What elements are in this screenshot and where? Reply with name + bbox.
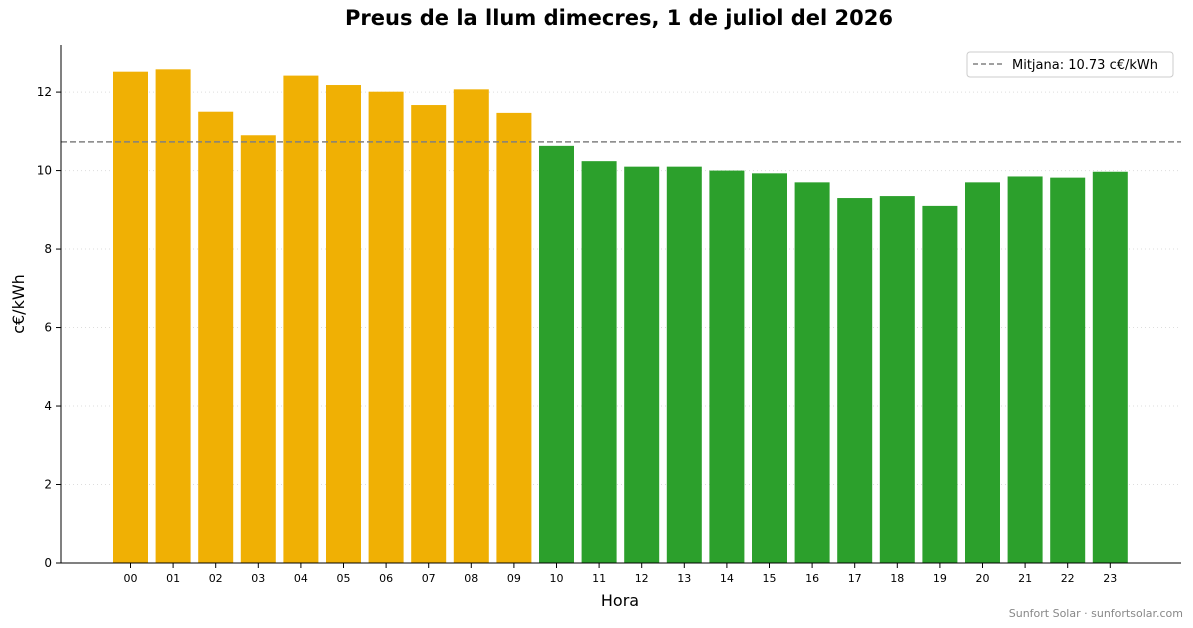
y-tick-label: 8: [44, 242, 52, 256]
x-tick-label: 02: [209, 572, 223, 585]
legend-box: [966, 51, 1174, 78]
x-tick-label: 03: [251, 572, 265, 585]
x-tick-label: 21: [1018, 572, 1032, 585]
bar-13: [666, 166, 702, 563]
x-tick-label: 20: [976, 572, 990, 585]
x-tick-label: 23: [1103, 572, 1117, 585]
x-tick-label: 08: [464, 572, 478, 585]
x-tick-label: 09: [507, 572, 521, 585]
x-tick-label: 19: [933, 572, 947, 585]
x-tick-label: 01: [166, 572, 180, 585]
y-tick-label: 0: [44, 556, 52, 570]
bar-06: [368, 91, 404, 563]
bar-10: [539, 145, 574, 563]
bar-04: [283, 75, 319, 563]
x-tick-label: 11: [592, 572, 606, 585]
bar-11: [581, 161, 617, 563]
x-tick-label: 06: [379, 572, 393, 585]
x-tick-label: 14: [720, 572, 734, 585]
bar-03: [240, 135, 276, 563]
bar-21: [1007, 176, 1043, 563]
legend-label: Mitjana: 10.73 c€/kWh: [1012, 58, 1158, 73]
y-tick-label: 12: [37, 85, 52, 99]
x-tick-label: 13: [677, 572, 691, 585]
x-ticks: 00 01 02 03 04 05 06 07 08 09 10 11 12 13 14 15 16 17 18 19…: [124, 563, 1117, 585]
y-tick-label: 4: [44, 399, 52, 413]
x-tick-label: 05: [337, 572, 351, 585]
x-tick-label: 15: [763, 572, 777, 585]
y-tick-label: 6: [44, 321, 52, 335]
bar-23: [1092, 171, 1128, 563]
y-axis-label: c€/kWh: [9, 274, 28, 334]
x-tick-label: 18: [890, 572, 904, 585]
y-ticks: 0 2 4 6 8 10 12: [37, 85, 61, 570]
x-axis-label: Hora: [601, 591, 639, 610]
bars: [113, 69, 1128, 564]
bar-07: [411, 105, 447, 564]
footer-credit: Sunfort Solar · sunfortsolar.com: [1008, 607, 1183, 620]
bar-16: [794, 182, 830, 563]
bar-20: [965, 182, 1000, 563]
y-tick-label: 10: [37, 164, 52, 178]
axes: [60, 45, 1181, 564]
x-tick-label: 04: [294, 572, 308, 585]
x-tick-label: 16: [805, 572, 819, 585]
bar-22: [1050, 177, 1086, 563]
bar-09: [496, 112, 532, 563]
bar-14: [709, 170, 745, 564]
bar-18: [879, 196, 915, 564]
x-tick-label: 22: [1061, 572, 1075, 585]
x-tick-label: 12: [635, 572, 649, 585]
chart-title: Preus de la llum dimecres, 1 de juliol d…: [345, 6, 893, 30]
x-tick-label: 00: [124, 572, 138, 585]
bar-19: [922, 205, 958, 564]
bar-01: [155, 69, 191, 564]
y-tick-label: 2: [44, 478, 52, 492]
x-tick-label: 17: [848, 572, 862, 585]
bar-02: [198, 111, 234, 563]
bar-08: [453, 89, 489, 564]
bar-15: [752, 173, 787, 563]
x-tick-label: 07: [422, 572, 436, 585]
bar-00: [113, 71, 148, 563]
bar-17: [837, 198, 873, 563]
x-tick-label: 10: [550, 572, 564, 585]
bar-12: [624, 166, 660, 563]
bar-05: [326, 85, 361, 563]
legend: Mitjana: 10.73 c€/kWh: [966, 51, 1174, 78]
